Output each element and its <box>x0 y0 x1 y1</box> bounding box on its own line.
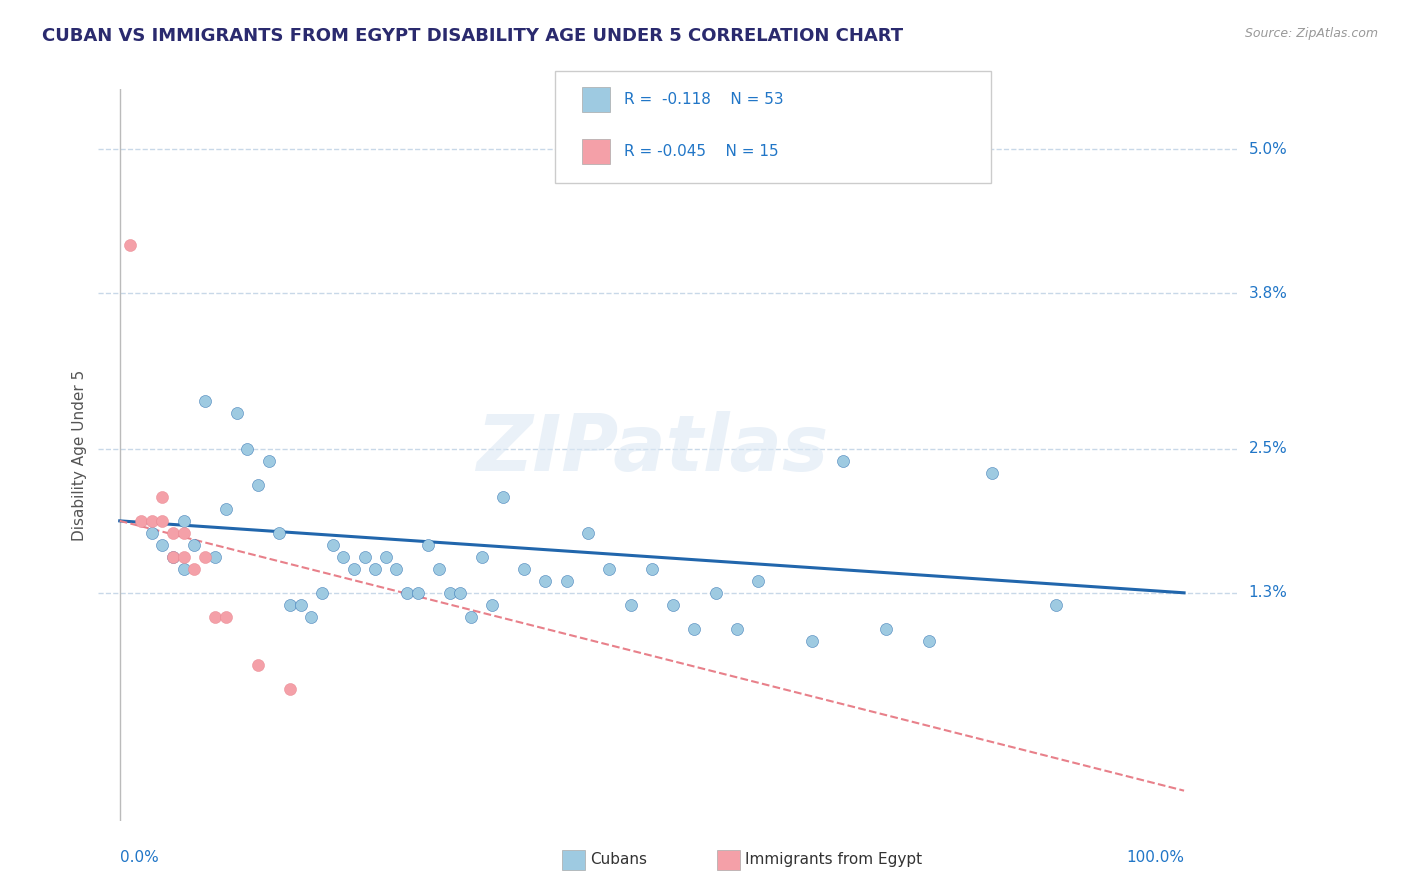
Text: ZIPatlas: ZIPatlas <box>475 411 828 487</box>
Point <box>141 525 163 540</box>
Point <box>620 598 643 612</box>
Point <box>120 238 142 252</box>
Text: 0.0%: 0.0% <box>120 850 159 865</box>
Point <box>576 525 599 540</box>
Point <box>269 525 291 540</box>
Point <box>215 609 238 624</box>
Point <box>247 478 270 492</box>
Point <box>162 525 184 540</box>
Point <box>204 609 226 624</box>
Point <box>173 514 195 528</box>
Point <box>439 586 461 600</box>
Point <box>162 549 184 564</box>
Point <box>150 490 173 504</box>
Text: R = -0.045    N = 15: R = -0.045 N = 15 <box>624 145 779 159</box>
Point <box>257 454 280 468</box>
Point <box>460 609 482 624</box>
Point <box>364 562 387 576</box>
Point <box>183 562 205 576</box>
Point <box>183 538 205 552</box>
Point <box>555 574 578 588</box>
Point <box>449 586 471 600</box>
Point <box>343 562 366 576</box>
Point <box>875 622 897 636</box>
Point <box>194 394 217 409</box>
Point <box>278 598 301 612</box>
Point <box>427 562 450 576</box>
Point <box>332 549 354 564</box>
Point <box>418 538 440 552</box>
Point <box>204 549 226 564</box>
Point <box>247 657 270 672</box>
Point <box>385 562 408 576</box>
Point <box>917 633 939 648</box>
Point <box>299 609 322 624</box>
Text: 1.3%: 1.3% <box>1249 585 1288 600</box>
Point <box>396 586 419 600</box>
Point <box>725 622 748 636</box>
Point <box>662 598 685 612</box>
Text: Immigrants from Egypt: Immigrants from Egypt <box>745 853 922 867</box>
Point <box>150 514 173 528</box>
Point <box>374 549 396 564</box>
Text: R =  -0.118    N = 53: R = -0.118 N = 53 <box>624 92 785 106</box>
Point <box>747 574 769 588</box>
Text: 2.5%: 2.5% <box>1249 442 1288 457</box>
Point <box>513 562 536 576</box>
Point <box>162 549 184 564</box>
Y-axis label: Disability Age Under 5: Disability Age Under 5 <box>72 369 87 541</box>
Point <box>1045 598 1067 612</box>
Text: 5.0%: 5.0% <box>1249 142 1288 157</box>
Point <box>322 538 344 552</box>
Point <box>141 514 163 528</box>
Point <box>683 622 706 636</box>
Point <box>353 549 375 564</box>
Point <box>981 466 1004 480</box>
Point <box>492 490 515 504</box>
Point <box>641 562 664 576</box>
Text: Source: ZipAtlas.com: Source: ZipAtlas.com <box>1244 27 1378 40</box>
Point <box>832 454 855 468</box>
Point <box>534 574 557 588</box>
Point <box>173 562 195 576</box>
Point <box>598 562 620 576</box>
Point <box>150 538 173 552</box>
Text: 100.0%: 100.0% <box>1126 850 1184 865</box>
Point <box>471 549 494 564</box>
Point <box>215 501 238 516</box>
Point <box>800 633 823 648</box>
Point <box>129 514 152 528</box>
Point <box>194 549 217 564</box>
Text: CUBAN VS IMMIGRANTS FROM EGYPT DISABILITY AGE UNDER 5 CORRELATION CHART: CUBAN VS IMMIGRANTS FROM EGYPT DISABILIT… <box>42 27 903 45</box>
Point <box>173 525 195 540</box>
Point <box>225 406 247 420</box>
Point <box>290 598 312 612</box>
Text: Cubans: Cubans <box>591 853 648 867</box>
Text: 3.8%: 3.8% <box>1249 285 1288 301</box>
Point <box>704 586 727 600</box>
Point <box>481 598 503 612</box>
Point <box>311 586 333 600</box>
Point <box>173 549 195 564</box>
Point <box>236 442 259 456</box>
Point <box>278 681 301 696</box>
Point <box>406 586 429 600</box>
